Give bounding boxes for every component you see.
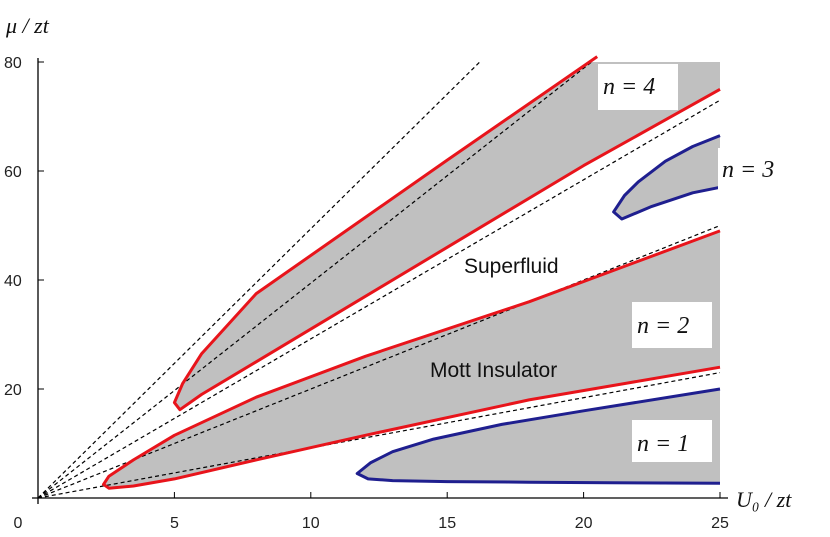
blue-boundary-curve-3 — [612, 134, 721, 221]
x-tick-label-20: 20 — [575, 515, 593, 532]
dashed-line-8 — [38, 99, 720, 498]
dashed-line-5 — [38, 372, 720, 498]
y-axis-title: μ / zt — [5, 13, 50, 38]
n3-label-box — [718, 148, 784, 192]
n3-label: n = 3 — [722, 157, 774, 183]
n1-label-box — [632, 420, 712, 462]
x-tick-label-0: 0 — [14, 515, 23, 532]
blue-boundary-curve-2 — [355, 387, 721, 485]
superfluid-label: Superfluid — [464, 255, 559, 278]
n4-label-box — [598, 64, 678, 110]
red-boundary-curve-1 — [172, 55, 721, 412]
red-boundary-curve-0 — [102, 229, 721, 490]
y-tick-label-40: 40 — [4, 273, 22, 290]
y-tick-label-80: 80 — [4, 55, 22, 72]
y-tick-label-60: 60 — [4, 164, 22, 181]
x-tick-label-25: 25 — [711, 515, 729, 532]
dashed-line-6 — [38, 62, 481, 498]
n2-label: n = 2 — [637, 313, 689, 339]
n2-label-box — [632, 302, 712, 348]
x-tick-label-5: 5 — [170, 515, 179, 532]
axis-ticks: 0 5 10 15 20 25 20 40 60 80 — [4, 55, 729, 532]
n1-label: n = 1 — [637, 431, 689, 457]
mott-lobe-fills — [103, 62, 720, 489]
y-tick-label-20: 20 — [4, 382, 22, 399]
mott-lobe-fill-0 — [103, 230, 720, 489]
mott-lobe-fill-3 — [613, 135, 720, 219]
dashed-asymptote-lines — [38, 62, 720, 498]
n4-label: n = 4 — [603, 74, 655, 100]
mott-lobe-fill-1 — [174, 62, 720, 410]
x-axis-title: U₀ / zt — [736, 487, 792, 512]
dashed-line-7 — [38, 62, 593, 498]
dashed-line-4 — [38, 224, 720, 498]
phase-boundary-curves — [102, 55, 721, 490]
x-tick-label-15: 15 — [438, 515, 456, 532]
x-tick-label-10: 10 — [302, 515, 320, 532]
mott-lobe-fill-2 — [357, 389, 720, 484]
mott-insulator-label: Mott Insulator — [430, 359, 557, 382]
